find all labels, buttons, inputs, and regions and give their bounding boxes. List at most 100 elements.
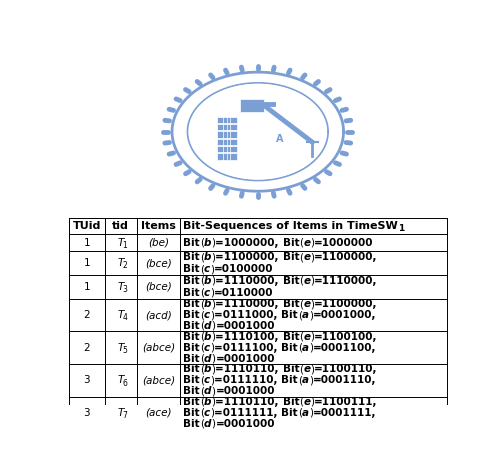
Text: Bit: Bit	[184, 332, 200, 342]
Text: b: b	[204, 364, 211, 374]
Text: ): )	[211, 252, 215, 262]
Text: (: (	[299, 397, 303, 407]
Text: c: c	[204, 375, 210, 385]
Text: d: d	[204, 386, 211, 396]
Text: Bit: Bit	[184, 276, 200, 286]
Text: Bit: Bit	[283, 332, 299, 342]
Text: b: b	[204, 299, 211, 309]
Text: (bce): (bce)	[145, 258, 172, 268]
Text: (: (	[299, 364, 303, 374]
Text: (: (	[200, 276, 204, 286]
Text: a: a	[302, 375, 309, 385]
Text: (: (	[298, 375, 302, 385]
Text: 3: 3	[83, 375, 90, 385]
Text: ): )	[211, 386, 215, 396]
Text: (: (	[200, 332, 204, 342]
Text: (: (	[298, 408, 302, 418]
Text: ): )	[309, 343, 313, 353]
Text: (: (	[299, 332, 303, 342]
Text: 1: 1	[83, 282, 90, 292]
Text: =1110100,: =1110100,	[215, 332, 283, 342]
Text: ): )	[310, 299, 314, 309]
Text: =1100111,: =1100111,	[314, 397, 378, 407]
Text: ): )	[211, 238, 215, 248]
Text: TUid: TUid	[72, 221, 101, 231]
Text: T: T	[118, 258, 124, 268]
Text: 7: 7	[123, 411, 128, 420]
Text: Bit: Bit	[283, 238, 299, 248]
FancyBboxPatch shape	[217, 153, 237, 160]
Text: 5: 5	[123, 346, 128, 355]
Text: ): )	[309, 408, 313, 418]
Text: =1000000: =1000000	[314, 238, 374, 248]
Text: ): )	[211, 364, 215, 374]
Text: e: e	[303, 332, 310, 342]
Text: =0111110,: =0111110,	[214, 375, 281, 385]
Text: (: (	[298, 343, 302, 353]
Text: ): )	[310, 252, 314, 262]
Text: e: e	[303, 276, 310, 286]
Text: (: (	[200, 354, 204, 364]
Text: =1000000,: =1000000,	[215, 238, 283, 248]
Text: T: T	[118, 310, 124, 320]
Text: d: d	[204, 354, 211, 364]
Text: T: T	[118, 238, 124, 248]
Text: ): )	[309, 310, 313, 320]
Text: 6: 6	[123, 379, 128, 388]
Text: Bit: Bit	[281, 408, 298, 418]
Text: Bit: Bit	[184, 386, 200, 396]
Text: d: d	[204, 321, 211, 331]
Text: 1: 1	[83, 258, 90, 268]
Text: e: e	[303, 364, 310, 374]
Text: A: A	[276, 134, 283, 144]
Text: Bit: Bit	[283, 364, 299, 374]
Ellipse shape	[189, 84, 327, 180]
Text: =1110110,: =1110110,	[215, 364, 283, 374]
Text: ): )	[309, 375, 313, 385]
Text: (acd): (acd)	[145, 310, 172, 320]
Text: b: b	[204, 276, 211, 286]
Text: ): )	[211, 276, 215, 286]
Text: =1110000,: =1110000,	[215, 276, 283, 286]
Text: ): )	[210, 288, 214, 298]
Text: 1: 1	[83, 238, 90, 248]
FancyBboxPatch shape	[217, 131, 237, 137]
Text: Bit: Bit	[184, 288, 200, 298]
Text: (: (	[200, 238, 204, 248]
Text: Bit-Sequences of Items in TimeSW: Bit-Sequences of Items in TimeSW	[184, 221, 398, 231]
Text: =1100000,: =1100000,	[314, 252, 378, 262]
Text: ): )	[310, 397, 314, 407]
Text: ): )	[210, 375, 214, 385]
Text: Bit: Bit	[184, 299, 200, 309]
Text: (: (	[200, 408, 204, 418]
Text: e: e	[303, 299, 310, 309]
Text: =0001000: =0001000	[215, 354, 275, 364]
Text: Bit: Bit	[184, 264, 200, 274]
Text: =0111000,: =0111000,	[214, 310, 281, 320]
Text: Bit: Bit	[283, 252, 299, 262]
Text: =0001100,: =0001100,	[313, 343, 376, 353]
Text: ): )	[310, 276, 314, 286]
Text: (bce): (bce)	[145, 282, 172, 292]
Text: Bit: Bit	[283, 397, 299, 407]
Text: d: d	[204, 419, 211, 429]
Text: =1100000,: =1100000,	[215, 252, 283, 262]
Text: Bit: Bit	[281, 343, 298, 353]
Text: 4: 4	[123, 313, 128, 323]
Text: (: (	[299, 238, 303, 248]
Text: (: (	[200, 299, 204, 309]
Text: ): )	[210, 264, 214, 274]
Text: ): )	[211, 299, 215, 309]
Text: T: T	[118, 375, 124, 385]
Text: a: a	[302, 343, 309, 353]
Text: =0001110,: =0001110,	[313, 375, 376, 385]
Text: Bit: Bit	[184, 419, 200, 429]
Text: Bit: Bit	[184, 364, 200, 374]
Text: =1100000,: =1100000,	[314, 299, 378, 309]
Text: ): )	[211, 354, 215, 364]
Text: ): )	[211, 419, 215, 429]
Text: a: a	[302, 310, 309, 320]
Text: c: c	[204, 264, 210, 274]
Text: c: c	[204, 310, 210, 320]
Text: a: a	[302, 408, 309, 418]
